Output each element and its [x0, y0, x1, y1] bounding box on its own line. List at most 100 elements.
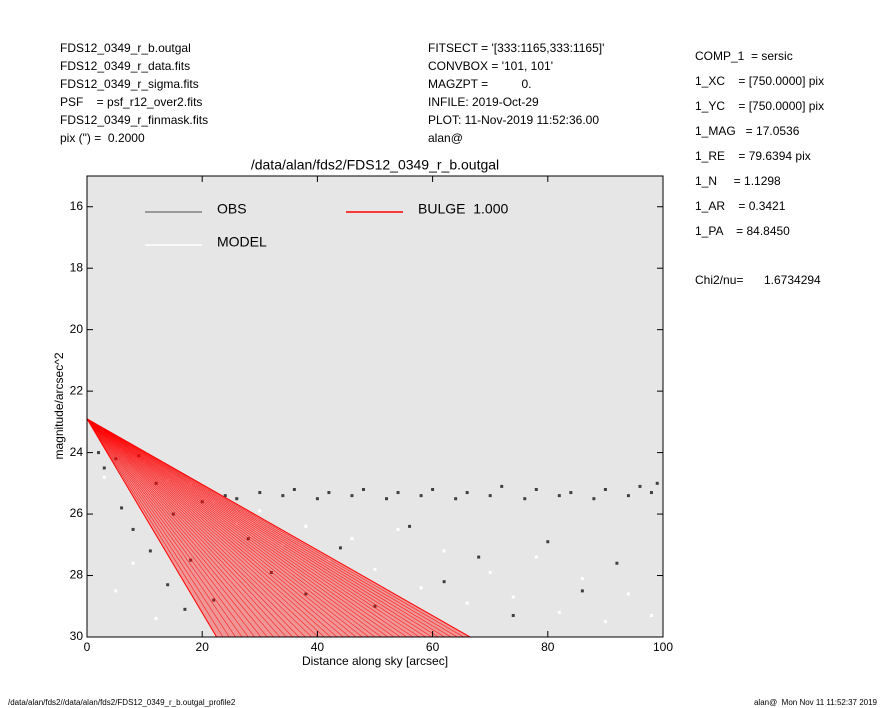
bulge-hatch	[87, 418, 331, 637]
point	[431, 487, 435, 491]
point	[235, 497, 239, 501]
legend-label: OBS	[217, 201, 247, 217]
point	[488, 494, 492, 498]
y-tick-label: 30	[70, 629, 84, 643]
bulge-hatch	[87, 418, 236, 637]
point	[327, 558, 331, 562]
point	[523, 497, 527, 501]
point	[580, 589, 584, 593]
point	[97, 451, 101, 455]
point	[120, 506, 124, 510]
bulge-hatch	[87, 418, 401, 637]
point	[258, 509, 262, 513]
legend-label: MODEL	[217, 234, 267, 250]
bulge-hatch	[87, 418, 439, 637]
point	[408, 524, 412, 528]
header-right-line: 1_AR = 0.3421	[695, 199, 786, 213]
bulge-hatch	[87, 418, 445, 637]
point	[546, 540, 550, 544]
point	[557, 610, 561, 614]
point	[200, 500, 204, 504]
bulge-hatch	[87, 418, 230, 637]
point	[442, 549, 446, 553]
bulge-hatch	[87, 418, 344, 637]
point	[183, 607, 187, 611]
plot-frame	[86, 175, 664, 638]
bulge-hatch	[87, 418, 306, 637]
bulge-hatch	[87, 418, 407, 637]
header-middle-line: alan@	[428, 131, 463, 145]
point	[534, 487, 538, 491]
chart-title: /data/alan/fds2/FDS12_0349_r_b.outgal	[251, 157, 499, 173]
point	[223, 494, 227, 498]
bulge-hatch	[87, 418, 249, 637]
point	[396, 491, 400, 495]
point	[373, 567, 377, 571]
bulge-hatch	[87, 418, 319, 637]
header-middle-line: CONVBOX = '101, 101'	[428, 59, 553, 73]
bulge-hatch	[87, 418, 281, 637]
header-right-line: 1_MAG = 17.0536	[695, 124, 800, 138]
y-axis-label: magnitude/arcsec^2	[52, 352, 66, 459]
bulge-hatch	[87, 418, 382, 637]
x-tick-label: 20	[196, 640, 210, 654]
point	[465, 491, 469, 495]
bulge-hatch	[87, 418, 420, 637]
x-axis-label: Distance along sky [arcsec]	[302, 654, 448, 668]
point	[442, 580, 446, 584]
bulge-hatch	[87, 418, 426, 637]
point	[534, 555, 538, 559]
header-right-line: 1_RE = 79.6394 pix	[695, 149, 811, 163]
bulge-hatch	[87, 418, 338, 637]
point	[292, 487, 296, 491]
point	[350, 537, 354, 541]
bulge-hatch	[87, 418, 458, 637]
point	[638, 484, 642, 488]
point	[281, 494, 285, 498]
point	[212, 598, 216, 602]
point	[488, 570, 492, 574]
point	[189, 558, 193, 562]
bulge-hatch	[87, 418, 217, 637]
header-right-line: 1_N = 1.1298	[695, 174, 781, 188]
header-middle-line: FITSECT = '[333:1165,333:1165]'	[428, 41, 604, 55]
point	[655, 481, 659, 485]
point	[361, 487, 365, 491]
point	[603, 487, 607, 491]
point	[148, 549, 152, 553]
x-tick-label: 0	[84, 640, 91, 654]
point	[373, 604, 377, 608]
x-tick-label: 100	[653, 640, 673, 654]
point	[171, 512, 175, 516]
point	[603, 620, 607, 624]
point	[269, 570, 273, 574]
header-middle-line: MAGZPT = 0.	[428, 77, 531, 91]
x-tick-label: 60	[426, 640, 440, 654]
point	[396, 527, 400, 531]
header-left-line: FDS12_0349_r_sigma.fits	[60, 77, 199, 91]
point	[569, 491, 573, 495]
bulge-hatch	[87, 418, 224, 637]
point	[154, 481, 158, 485]
bulge-hatch	[87, 418, 363, 637]
point	[649, 613, 653, 617]
header-middle-line: PLOT: 11-Nov-2019 11:52:36.00	[428, 113, 599, 127]
point	[592, 497, 596, 501]
point	[102, 475, 106, 479]
point	[114, 589, 118, 593]
y-tick-label: 20	[70, 322, 84, 336]
bulge-hatch	[87, 418, 350, 637]
point	[511, 613, 515, 617]
bulge-hatch	[87, 418, 376, 637]
point	[327, 491, 331, 495]
bulge-hatch	[87, 418, 300, 637]
header-left-line: PSF = psf_r12_over2.fits	[60, 95, 202, 109]
point	[385, 497, 389, 501]
bulge-hatch	[87, 418, 452, 637]
bulge-hatch	[87, 418, 325, 637]
bulge-hatch	[87, 418, 464, 637]
point	[580, 577, 584, 581]
y-tick-label: 24	[70, 445, 84, 459]
point	[258, 491, 262, 495]
